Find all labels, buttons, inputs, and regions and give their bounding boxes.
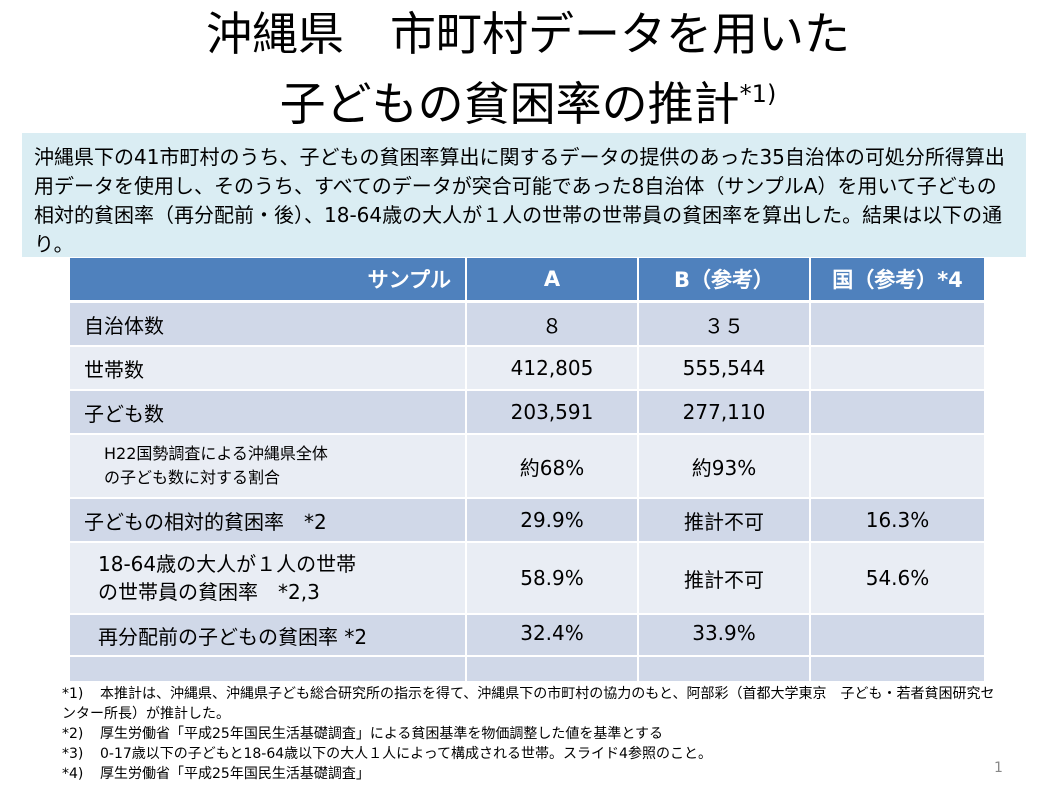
cell-b: ３５ [639,303,811,347]
cell-b: 推計不可 [639,543,811,615]
table-row: 子ども数 203,591 277,110 [70,391,984,435]
footnote-1: *1) 本推計は、沖縄県、沖縄県子ども総合研究所の指示を得て、沖縄県下の市町村の協… [62,684,1002,724]
table-header-row: サンプル A B（参考） 国（参考）*4 [70,258,984,303]
cell-b: 約93% [639,435,811,499]
footnote-3: *3) 0-17歳以下の子どもと18-64歳以下の大人１人によって構成される世帯。… [62,744,1002,764]
header-b: B（参考） [639,258,811,303]
footnote-mark: *1) [62,686,84,702]
footnote-text: 0-17歳以下の子どもと18-64歳以下の大人１人によって構成される世帯。スライ… [100,746,712,762]
row-label-line-2: の子ども数に対する割合 [104,468,281,487]
row-label: 再分配前の子どもの貧困率 *2 [70,615,467,657]
cell-a: 29.9% [467,499,639,543]
table-row: 再分配前の子どもの貧困率 *2 32.4% 33.9% [70,615,984,657]
cell-b: 555,544 [639,347,811,391]
table-row: 世帯数 412,805 555,544 [70,347,984,391]
footnote-text: 厚生労働省「平成25年国民生活基礎調査」 [100,766,370,782]
footnote-mark: *4) [62,766,84,782]
cell-a: 32.4% [467,615,639,657]
footnote-mark: *2) [62,726,84,742]
row-label-line-2: の世帯員の貧困率 *2,3 [98,580,320,604]
cell-national: 54.6% [811,543,984,615]
title-line-1: 沖縄県 市町村データを用いた [206,7,850,61]
spacer-cell [70,657,467,683]
spacer-cell [811,657,984,683]
title-line-2: 子どもの貧困率の推計*1) [0,64,1056,134]
title-footnote-mark: *1) [739,80,777,108]
slide-title: 沖縄県 市町村データを用いた 子どもの貧困率の推計*1) [0,4,1056,134]
results-table: サンプル A B（参考） 国（参考）*4 自治体数 ８ ３５ 世帯数 412,8… [70,258,984,683]
header-a: A [467,258,639,303]
row-label-line-1: H22国勢調査による沖縄県全体 [104,444,328,463]
footnote-2: *2) 厚生労働省「平成25年国民生活基礎調査」による貧困基準を物価調整した値を基… [62,724,1002,744]
spacer-cell [639,657,811,683]
row-label: 自治体数 [70,303,467,347]
footnote-mark: *3) [62,746,84,762]
cell-b: 33.9% [639,615,811,657]
table-row: 子どもの相対的貧困率 *2 29.9% 推計不可 16.3% [70,499,984,543]
footnote-text: 厚生労働省「平成25年国民生活基礎調査」による貧困基準を物価調整した値を基準とす… [100,726,663,742]
row-label-line-1: 18-64歳の大人が１人の世帯 [98,552,357,576]
footnote-text: 本推計は、沖縄県、沖縄県子ども総合研究所の指示を得て、沖縄県下の市町村の協力のも… [62,686,995,722]
row-label: 18-64歳の大人が１人の世帯 の世帯員の貧困率 *2,3 [70,543,467,615]
cell-national [811,347,984,391]
table-row: H22国勢調査による沖縄県全体 の子ども数に対する割合 約68% 約93% [70,435,984,499]
table-row: 自治体数 ８ ３５ [70,303,984,347]
table-row: 18-64歳の大人が１人の世帯 の世帯員の貧困率 *2,3 58.9% 推計不可… [70,543,984,615]
table-row-spacer [70,657,984,683]
cell-b: 277,110 [639,391,811,435]
cell-national [811,615,984,657]
cell-national [811,391,984,435]
cell-a: 約68% [467,435,639,499]
cell-national [811,435,984,499]
header-sample: サンプル [70,258,467,303]
header-national: 国（参考）*4 [811,258,984,303]
cell-a: 412,805 [467,347,639,391]
cell-a: ８ [467,303,639,347]
row-label: 子どもの相対的貧困率 *2 [70,499,467,543]
row-label: 子ども数 [70,391,467,435]
row-label: 世帯数 [70,347,467,391]
page-number: 1 [994,760,1003,776]
footnotes: *1) 本推計は、沖縄県、沖縄県子ども総合研究所の指示を得て、沖縄県下の市町村の協… [62,684,1002,784]
title-line-2-text: 子どもの貧困率の推計 [279,77,740,131]
spacer-cell [467,657,639,683]
cell-national [811,303,984,347]
cell-national: 16.3% [811,499,984,543]
cell-a: 203,591 [467,391,639,435]
summary-box: 沖縄県下の41市町村のうち、子どもの貧困率算出に関するデータの提供のあった35自… [22,133,1026,257]
cell-b: 推計不可 [639,499,811,543]
footnote-4: *4) 厚生労働省「平成25年国民生活基礎調査」 [62,764,1002,784]
cell-a: 58.9% [467,543,639,615]
row-label: H22国勢調査による沖縄県全体 の子ども数に対する割合 [70,435,467,499]
